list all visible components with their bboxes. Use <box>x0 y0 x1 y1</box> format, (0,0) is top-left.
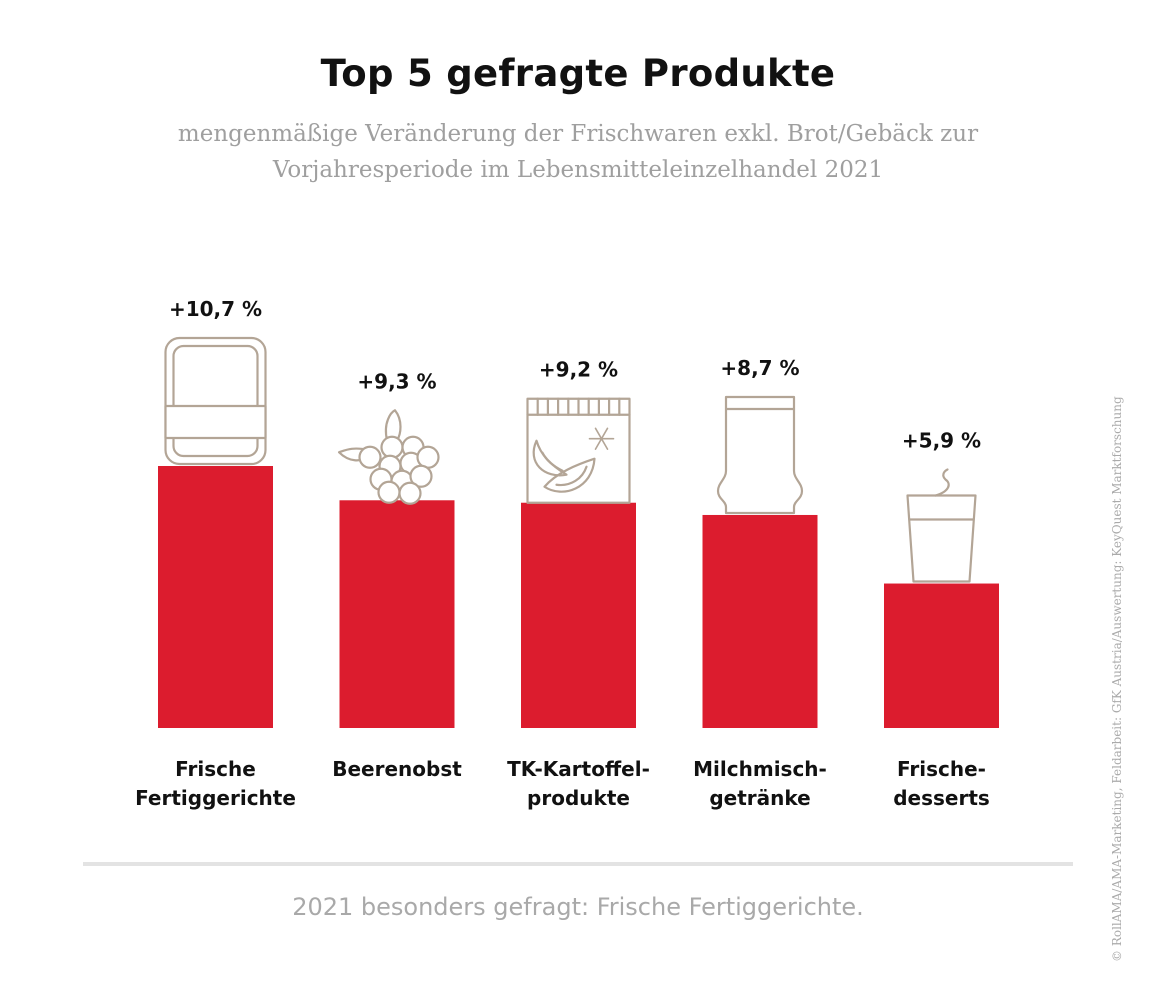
bar-chart: +10,7 % Frische Fertiggerichte +9,3 % Beeren… <box>135 297 999 810</box>
value-label: +9,2 % <box>539 358 618 382</box>
chart-subtitle: mengenmäßige Veränderung der Frischwaren… <box>177 121 979 183</box>
value-label: +10,7 % <box>169 297 262 321</box>
berries-icon <box>337 409 440 505</box>
bar-4 <box>702 514 818 728</box>
dessert-cup-icon <box>906 468 977 583</box>
category-label: Milchmisch- <box>693 757 827 781</box>
bar-3 <box>521 502 636 728</box>
ready-meal-tray-icon <box>164 336 267 466</box>
category-label: produkte <box>527 786 630 810</box>
bar-1 <box>158 466 273 728</box>
chart-title: Top 5 gefragte Produkte <box>320 52 836 95</box>
divider-line <box>83 862 1073 866</box>
category-label: Frische <box>175 757 256 781</box>
value-label: +8,7 % <box>720 356 799 380</box>
chart-footer: 2021 besonders gefragt: Frische Fertigge… <box>292 893 864 921</box>
category-label: Fertiggerichte <box>135 786 296 810</box>
category-label: getränke <box>709 786 810 810</box>
value-label: +5,9 % <box>902 429 981 453</box>
category-label: desserts <box>893 786 990 810</box>
bar-5 <box>884 583 999 728</box>
category-label: Beerenobst <box>332 757 462 781</box>
milk-drink-bottle-icon <box>716 395 804 515</box>
source-credit: © RollAMA/AMA-Marketing, Feldarbeit: GfK… <box>1110 396 1124 962</box>
value-label: +9,3 % <box>357 369 436 393</box>
bar-2 <box>339 500 455 728</box>
category-label: TK-Kartoffel- <box>507 757 650 781</box>
frozen-fries-box-icon <box>526 397 631 504</box>
category-label: Frische- <box>897 757 986 781</box>
